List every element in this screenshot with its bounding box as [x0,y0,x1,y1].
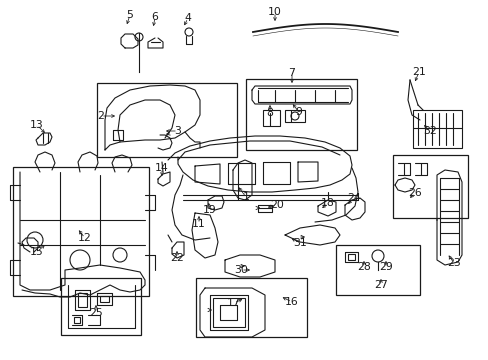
Bar [285,110,305,122]
Bar [13,167,149,296]
Text: 27: 27 [373,280,387,290]
Text: 18: 18 [321,198,334,208]
Bar [74,317,80,323]
Text: 22: 22 [170,253,183,263]
Text: 26: 26 [407,188,421,198]
Text: 6: 6 [151,12,158,22]
Text: 2: 2 [98,111,104,121]
Bar [213,298,244,327]
Bar [263,110,280,126]
Bar [245,79,356,150]
Text: 13: 13 [30,120,44,130]
Text: 5: 5 [126,10,133,20]
Text: 23: 23 [446,258,460,268]
Text: 31: 31 [292,238,306,248]
Text: 11: 11 [192,219,205,229]
Bar [61,278,141,335]
Bar [412,110,461,148]
Bar [347,254,354,260]
Text: 9: 9 [295,107,302,117]
Bar [196,278,306,337]
Bar [78,293,87,307]
Text: 29: 29 [378,262,392,272]
Text: 17: 17 [226,298,241,308]
Text: 10: 10 [267,7,282,17]
Bar [392,155,467,218]
Text: 7: 7 [288,68,295,78]
Text: 24: 24 [346,193,360,203]
Text: 16: 16 [285,297,298,307]
Text: 3: 3 [174,126,181,136]
Text: 12: 12 [78,233,92,243]
Text: 19: 19 [203,205,217,215]
Text: 4: 4 [184,13,191,23]
Text: 14: 14 [155,163,168,173]
Bar [335,245,419,295]
Text: 25: 25 [89,308,102,318]
Text: 28: 28 [356,262,370,272]
Text: 1: 1 [242,192,249,202]
Text: 21: 21 [411,67,425,77]
Bar [100,296,109,302]
Text: 30: 30 [234,265,247,275]
Text: 20: 20 [269,200,284,210]
Text: 15: 15 [30,247,44,257]
Text: 8: 8 [266,108,273,118]
Text: 32: 32 [422,126,436,136]
Bar [97,83,237,157]
